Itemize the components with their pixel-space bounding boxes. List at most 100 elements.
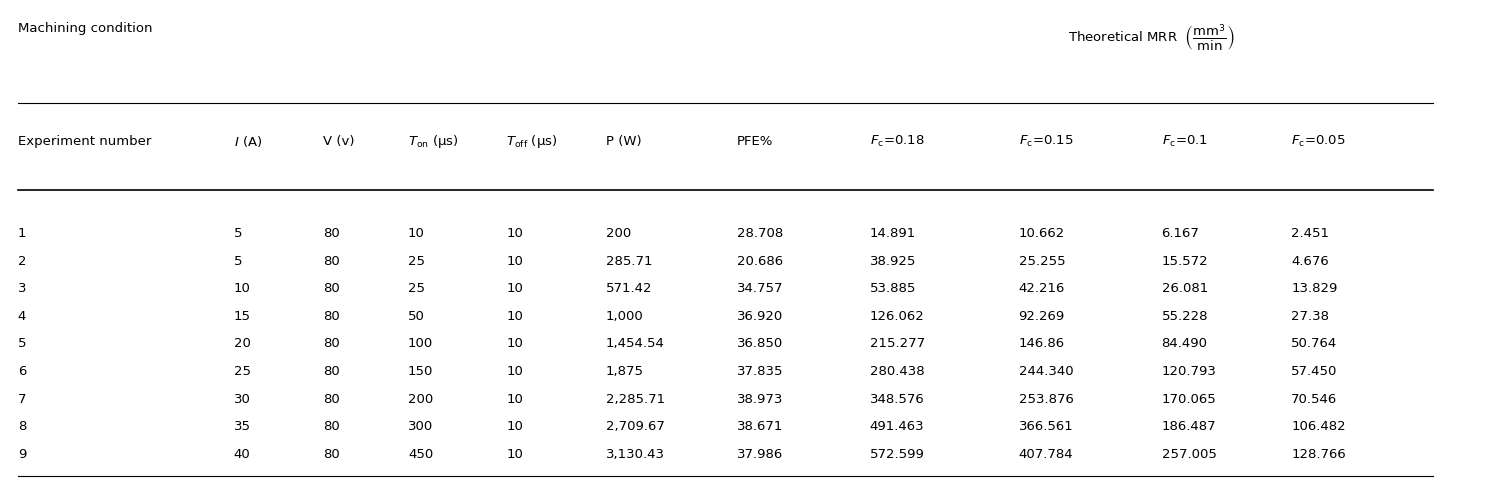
Text: 6.167: 6.167	[1162, 227, 1199, 240]
Text: $F_{\mathrm{c}}$=0.18: $F_{\mathrm{c}}$=0.18	[870, 134, 924, 149]
Text: PFE%: PFE%	[737, 135, 773, 148]
Text: 10: 10	[507, 365, 523, 378]
Text: 80: 80	[323, 227, 339, 240]
Text: 128.766: 128.766	[1292, 448, 1346, 461]
Text: 3,130.43: 3,130.43	[605, 448, 665, 461]
Text: 57.450: 57.450	[1292, 365, 1338, 378]
Text: 15: 15	[233, 310, 251, 323]
Text: 50: 50	[408, 310, 425, 323]
Text: 15.572: 15.572	[1162, 254, 1208, 268]
Text: 38.671: 38.671	[737, 421, 783, 433]
Text: 4: 4	[18, 310, 25, 323]
Text: 1,875: 1,875	[605, 365, 644, 378]
Text: 20.686: 20.686	[737, 254, 783, 268]
Text: 27.38: 27.38	[1292, 310, 1329, 323]
Text: 38.973: 38.973	[737, 393, 783, 406]
Text: 80: 80	[323, 310, 339, 323]
Text: 120.793: 120.793	[1162, 365, 1217, 378]
Text: 285.71: 285.71	[605, 254, 652, 268]
Text: 1: 1	[18, 227, 27, 240]
Text: 25.255: 25.255	[1018, 254, 1066, 268]
Text: 10: 10	[507, 421, 523, 433]
Text: 25: 25	[233, 365, 251, 378]
Text: 10: 10	[507, 393, 523, 406]
Text: 491.463: 491.463	[870, 421, 924, 433]
Text: 5: 5	[233, 254, 242, 268]
Text: $F_{\mathrm{c}}$=0.15: $F_{\mathrm{c}}$=0.15	[1018, 134, 1073, 149]
Text: 215.277: 215.277	[870, 338, 925, 351]
Text: 80: 80	[323, 338, 339, 351]
Text: 146.86: 146.86	[1018, 338, 1064, 351]
Text: 2,285.71: 2,285.71	[605, 393, 665, 406]
Text: 186.487: 186.487	[1162, 421, 1217, 433]
Text: 126.062: 126.062	[870, 310, 924, 323]
Text: 34.757: 34.757	[737, 282, 783, 295]
Text: 50.764: 50.764	[1292, 338, 1338, 351]
Text: 80: 80	[323, 254, 339, 268]
Text: 10: 10	[507, 227, 523, 240]
Text: 37.986: 37.986	[737, 448, 783, 461]
Text: 106.482: 106.482	[1292, 421, 1346, 433]
Text: 170.065: 170.065	[1162, 393, 1217, 406]
Text: 9: 9	[18, 448, 25, 461]
Text: 407.784: 407.784	[1018, 448, 1073, 461]
Text: 26.081: 26.081	[1162, 282, 1208, 295]
Text: 244.340: 244.340	[1018, 365, 1073, 378]
Text: 80: 80	[323, 365, 339, 378]
Text: 36.850: 36.850	[737, 338, 783, 351]
Text: 572.599: 572.599	[870, 448, 924, 461]
Text: 55.228: 55.228	[1162, 310, 1208, 323]
Text: 1,000: 1,000	[605, 310, 644, 323]
Text: 100: 100	[408, 338, 434, 351]
Text: 4.676: 4.676	[1292, 254, 1329, 268]
Text: 40: 40	[233, 448, 250, 461]
Text: 10: 10	[233, 282, 251, 295]
Text: 80: 80	[323, 282, 339, 295]
Text: 20: 20	[233, 338, 251, 351]
Text: 14.891: 14.891	[870, 227, 916, 240]
Text: 5: 5	[233, 227, 242, 240]
Text: 10: 10	[507, 254, 523, 268]
Text: 10: 10	[507, 338, 523, 351]
Text: 38.925: 38.925	[870, 254, 916, 268]
Text: 7: 7	[18, 393, 27, 406]
Text: 348.576: 348.576	[870, 393, 924, 406]
Text: 6: 6	[18, 365, 25, 378]
Text: 10: 10	[408, 227, 425, 240]
Text: 300: 300	[408, 421, 434, 433]
Text: 253.876: 253.876	[1018, 393, 1073, 406]
Text: $T_{\mathrm{on}}$ (μs): $T_{\mathrm{on}}$ (μs)	[408, 133, 459, 150]
Text: 13.829: 13.829	[1292, 282, 1338, 295]
Text: 3: 3	[18, 282, 27, 295]
Text: 2,709.67: 2,709.67	[605, 421, 665, 433]
Text: 92.269: 92.269	[1018, 310, 1064, 323]
Text: 35: 35	[233, 421, 251, 433]
Text: 10: 10	[507, 282, 523, 295]
Text: 8: 8	[18, 421, 25, 433]
Text: $T_{\mathrm{off}}$ (μs): $T_{\mathrm{off}}$ (μs)	[507, 133, 558, 150]
Text: 150: 150	[408, 365, 434, 378]
Text: 2: 2	[18, 254, 27, 268]
Text: 5: 5	[18, 338, 27, 351]
Text: 84.490: 84.490	[1162, 338, 1208, 351]
Text: 36.920: 36.920	[737, 310, 783, 323]
Text: 28.708: 28.708	[737, 227, 783, 240]
Text: $I$ (A): $I$ (A)	[233, 134, 262, 149]
Text: 80: 80	[323, 421, 339, 433]
Text: 37.835: 37.835	[737, 365, 783, 378]
Text: 25: 25	[408, 254, 425, 268]
Text: 280.438: 280.438	[870, 365, 924, 378]
Text: 70.546: 70.546	[1292, 393, 1338, 406]
Text: 42.216: 42.216	[1018, 282, 1064, 295]
Text: 200: 200	[605, 227, 631, 240]
Text: $F_{\mathrm{c}}$=0.1: $F_{\mathrm{c}}$=0.1	[1162, 134, 1208, 149]
Text: 30: 30	[233, 393, 251, 406]
Text: 200: 200	[408, 393, 434, 406]
Text: 1,454.54: 1,454.54	[605, 338, 665, 351]
Text: $F_{\mathrm{c}}$=0.05: $F_{\mathrm{c}}$=0.05	[1292, 134, 1346, 149]
Text: 10: 10	[507, 448, 523, 461]
Text: P (W): P (W)	[605, 135, 641, 148]
Text: 10.662: 10.662	[1018, 227, 1064, 240]
Text: 25: 25	[408, 282, 425, 295]
Text: 53.885: 53.885	[870, 282, 916, 295]
